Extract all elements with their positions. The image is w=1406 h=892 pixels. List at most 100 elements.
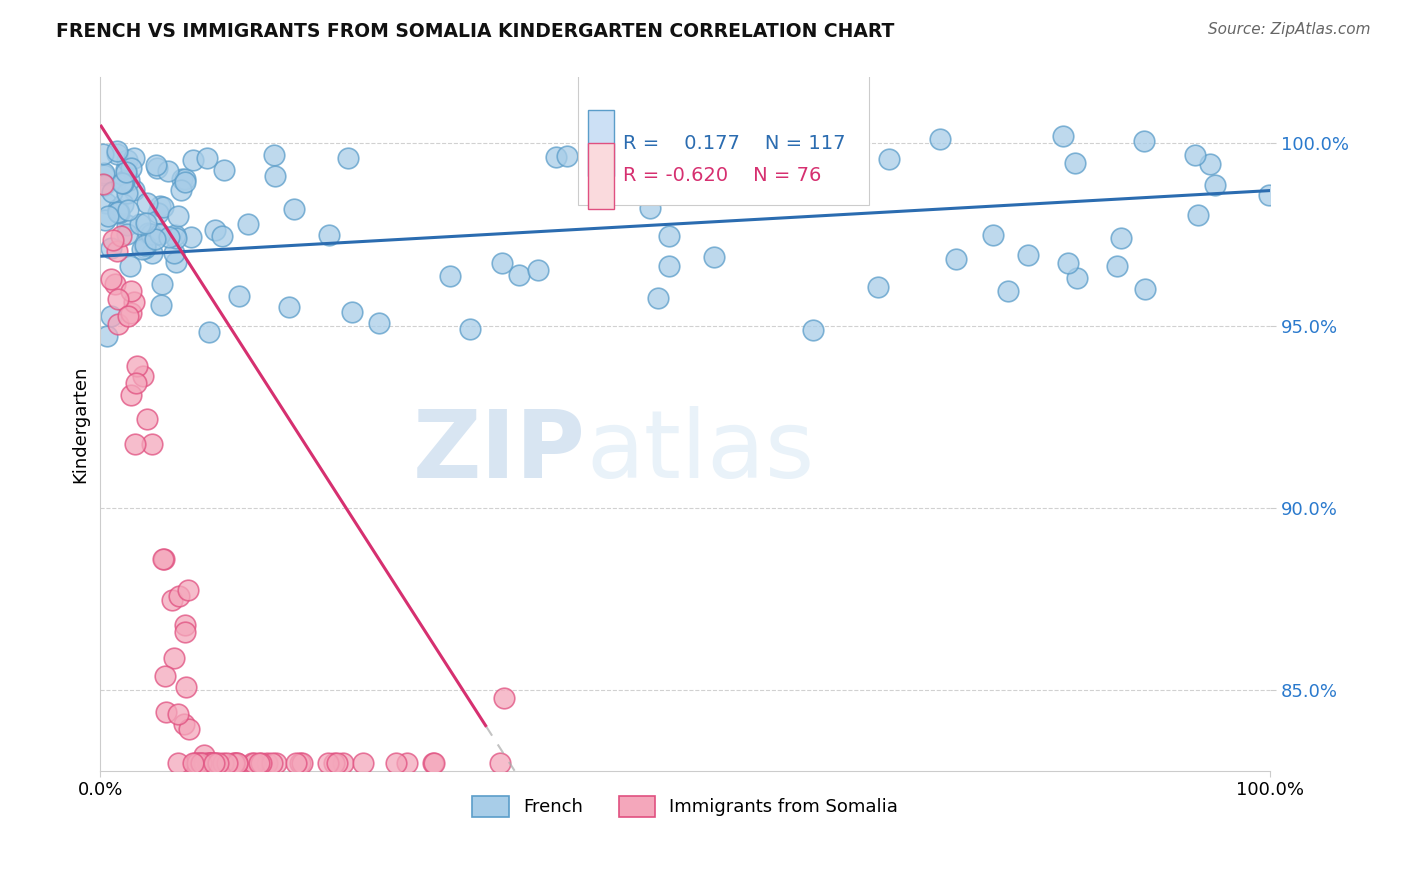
- Point: [186, 756, 208, 771]
- Point: [702, 132, 724, 146]
- Point: [1066, 270, 1088, 285]
- Point: [877, 153, 900, 167]
- Point: [107, 204, 129, 219]
- Point: [129, 217, 152, 231]
- Point: [135, 216, 157, 230]
- Point: [115, 161, 138, 176]
- Point: [197, 756, 219, 771]
- Point: [193, 756, 215, 771]
- Point: [111, 177, 134, 191]
- Point: [638, 201, 661, 215]
- Point: [120, 161, 142, 176]
- Point: [149, 199, 172, 213]
- Point: [111, 176, 134, 190]
- Point: [153, 669, 176, 683]
- Point: [247, 756, 270, 771]
- Point: [93, 168, 115, 182]
- Point: [146, 161, 169, 176]
- Point: [204, 223, 226, 237]
- Point: [489, 756, 512, 771]
- Text: R = -0.620    N = 76: R = -0.620 N = 76: [623, 167, 821, 186]
- Point: [285, 756, 308, 771]
- Point: [211, 756, 233, 771]
- Point: [264, 756, 287, 771]
- Point: [107, 147, 129, 161]
- Point: [332, 756, 354, 771]
- Point: [439, 269, 461, 284]
- Point: [152, 200, 174, 214]
- Point: [131, 242, 153, 256]
- Point: [100, 271, 122, 285]
- Point: [997, 284, 1019, 298]
- Point: [96, 329, 118, 343]
- Point: [193, 748, 215, 763]
- Point: [1063, 156, 1085, 170]
- Point: [150, 297, 173, 311]
- Point: [866, 280, 889, 294]
- Point: [681, 148, 703, 162]
- Point: [124, 436, 146, 450]
- FancyBboxPatch shape: [588, 111, 614, 176]
- Point: [163, 245, 186, 260]
- Point: [981, 227, 1004, 242]
- Point: [100, 309, 122, 323]
- Point: [107, 206, 129, 220]
- Point: [107, 204, 129, 219]
- Point: [1057, 255, 1080, 269]
- Point: [125, 376, 148, 390]
- Point: [115, 186, 138, 201]
- Text: atlas: atlas: [586, 406, 814, 498]
- Point: [93, 166, 115, 180]
- Point: [166, 707, 188, 722]
- Point: [150, 277, 173, 292]
- Point: [1184, 147, 1206, 161]
- Point: [458, 321, 481, 335]
- Point: [111, 196, 134, 211]
- Point: [162, 593, 184, 607]
- Point: [395, 756, 418, 771]
- Point: [146, 227, 169, 241]
- Point: [491, 256, 513, 270]
- Point: [97, 209, 120, 223]
- Point: [1017, 248, 1039, 262]
- Point: [1052, 128, 1074, 143]
- Point: [163, 651, 186, 665]
- Point: [143, 231, 166, 245]
- FancyBboxPatch shape: [578, 0, 869, 205]
- Point: [508, 268, 530, 282]
- Point: [105, 244, 128, 259]
- Point: [165, 228, 187, 243]
- Point: [104, 277, 127, 292]
- Point: [155, 705, 177, 719]
- Point: [683, 130, 706, 145]
- Point: [134, 241, 156, 255]
- Point: [703, 250, 725, 264]
- Point: [120, 388, 142, 402]
- Point: [94, 196, 117, 211]
- Point: [1132, 134, 1154, 148]
- Point: [198, 756, 221, 771]
- Point: [170, 171, 193, 186]
- Point: [250, 756, 273, 771]
- Point: [236, 217, 259, 231]
- Point: [122, 295, 145, 310]
- Point: [260, 756, 283, 771]
- Point: [423, 756, 446, 771]
- Point: [945, 252, 967, 266]
- Point: [145, 158, 167, 172]
- Y-axis label: Kindergarten: Kindergarten: [72, 366, 89, 483]
- Point: [202, 756, 225, 771]
- Point: [422, 756, 444, 771]
- Point: [1258, 187, 1281, 202]
- Point: [117, 309, 139, 323]
- Point: [132, 369, 155, 384]
- Point: [647, 291, 669, 305]
- Point: [135, 195, 157, 210]
- Point: [225, 756, 247, 771]
- Point: [94, 213, 117, 227]
- Point: [188, 756, 211, 771]
- Point: [134, 238, 156, 252]
- Point: [243, 756, 266, 771]
- Point: [148, 206, 170, 220]
- Point: [263, 147, 285, 161]
